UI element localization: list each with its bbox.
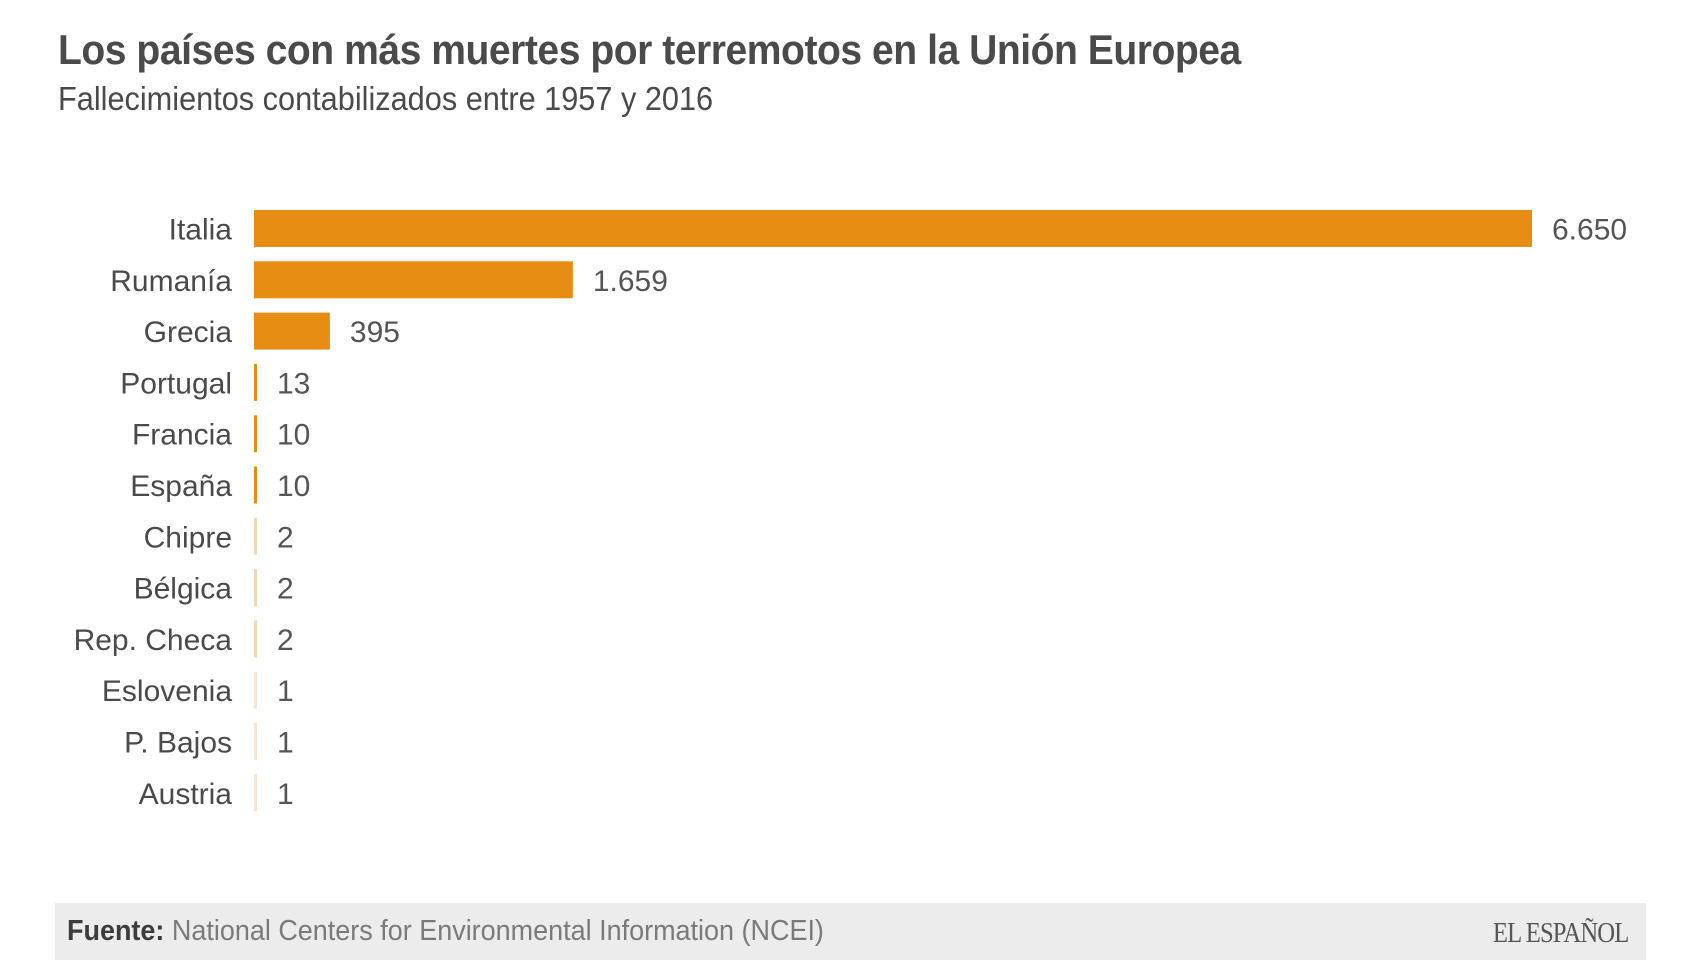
category-label: Chipre (144, 521, 232, 554)
bar (254, 210, 1532, 247)
value-label: 6.650 (1552, 214, 1627, 247)
chart-title: Los países con más muertes por terremoto… (58, 26, 1241, 73)
category-label: Grecia (144, 316, 233, 349)
bar-chart: Italia 6.650 Rumanía 1.659 Grecia 395 Portugal… (74, 210, 1627, 812)
value-label: 13 (277, 367, 310, 400)
value-label: 395 (350, 316, 400, 349)
footer-band: Fuente: National Centers for Environment… (55, 903, 1646, 960)
category-label: Bélgica (134, 573, 233, 606)
value-label: 1 (277, 675, 294, 708)
category-label: Italia (169, 214, 233, 247)
el-espanol-logo: EL ESPAÑOL (1492, 917, 1628, 949)
source-key: Fuente: (67, 915, 165, 947)
category-label: Austria (139, 778, 233, 811)
bar (254, 363, 257, 401)
chart-subtitle: Fallecimientos contabilizados entre 1957… (58, 80, 714, 117)
source-value: National Centers for Environmental Infor… (164, 915, 824, 947)
bar (254, 466, 257, 504)
bar (254, 620, 257, 658)
source-note: Fuente: National Centers for Environment… (67, 915, 824, 948)
category-label: Rumanía (110, 265, 232, 298)
value-label: 2 (277, 521, 294, 554)
category-label: Francia (132, 419, 232, 452)
category-label: Eslovenia (102, 675, 232, 708)
bar (254, 569, 257, 607)
value-label: 2 (277, 624, 294, 657)
bar (254, 312, 330, 350)
bar (254, 723, 257, 760)
bar (254, 415, 257, 453)
value-label: 1 (277, 727, 294, 760)
category-label: Portugal (120, 367, 232, 400)
category-label: España (130, 470, 232, 503)
category-label: P. Bajos (124, 727, 232, 760)
bar (254, 261, 573, 299)
bar (254, 517, 257, 555)
value-label: 10 (277, 470, 310, 503)
value-label: 10 (277, 419, 310, 452)
bar (254, 671, 257, 709)
value-label: 1.659 (593, 265, 668, 298)
category-label: Rep. Checa (74, 624, 233, 657)
value-label: 2 (277, 573, 294, 606)
value-label: 1 (277, 778, 294, 811)
bar (254, 774, 257, 812)
